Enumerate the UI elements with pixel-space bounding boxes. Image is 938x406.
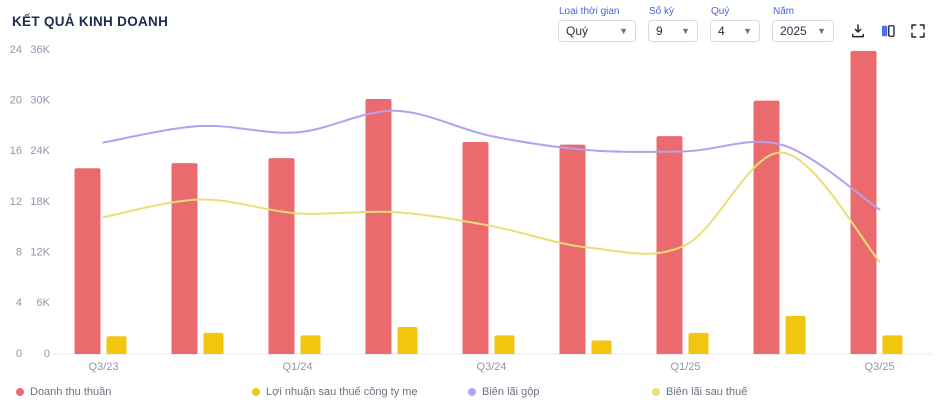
series-bien-lai-gop[interactable] bbox=[102, 109, 881, 211]
chevron-down-icon: ▼ bbox=[681, 26, 690, 36]
quarter-label: Quý bbox=[711, 6, 730, 17]
svg-text:8: 8 bbox=[16, 247, 22, 259]
legend-dot bbox=[468, 388, 476, 396]
chart-area[interactable]: 0 4 8 12 16 20 24 0 6K 12K 18K 24K 30K 36K Q3/23 Q1/24 Q… bbox=[0, 44, 938, 378]
svg-text:30K: 30K bbox=[30, 95, 50, 107]
download-icon bbox=[852, 24, 864, 38]
periods-value: 9 bbox=[656, 24, 663, 38]
legend-label: Biên lãi sau thuế bbox=[666, 386, 748, 398]
compare-table-icon bbox=[882, 25, 895, 37]
control-year: Năm 2025 ▼ bbox=[772, 6, 834, 42]
chevron-down-icon: ▼ bbox=[619, 26, 628, 36]
time-type-label: Loại thời gian bbox=[559, 6, 620, 17]
svg-text:Q1/25: Q1/25 bbox=[671, 361, 701, 373]
legend-label: Biên lãi gộp bbox=[482, 386, 540, 398]
page-title: KẾT QUẢ KINH DOANH bbox=[12, 14, 169, 29]
svg-text:12: 12 bbox=[10, 196, 22, 208]
legend-item-loi-nhuan-sau-thue[interactable]: Lợi nhuận sau thuế công ty mẹ bbox=[252, 386, 468, 398]
legend-dot bbox=[252, 388, 260, 396]
x-axis: Q3/23 Q1/24 Q3/24 Q1/25 Q3/25 bbox=[89, 361, 895, 373]
svg-text:18K: 18K bbox=[30, 196, 50, 208]
chart-header: KẾT QUẢ KINH DOANH Loại thời gian Quý ▼ … bbox=[0, 0, 938, 44]
svg-text:Q3/25: Q3/25 bbox=[865, 361, 895, 373]
legend-dot bbox=[652, 388, 660, 396]
series-doanh-thu-thuan[interactable] bbox=[74, 50, 877, 354]
control-periods: Số kỳ 9 ▼ bbox=[648, 6, 698, 42]
control-quarter: Quý 4 ▼ bbox=[710, 6, 760, 42]
svg-text:24K: 24K bbox=[30, 145, 50, 157]
legend-item-bien-lai-sau-thue[interactable]: Biên lãi sau thuế bbox=[652, 386, 938, 398]
chart-controls: Loại thời gian Quý ▼ Số kỳ 9 ▼ Quý 4 ▼ N… bbox=[558, 6, 930, 43]
legend-label: Doanh thu thuần bbox=[30, 386, 112, 398]
svg-text:36K: 36K bbox=[30, 44, 50, 56]
quarter-value: 4 bbox=[718, 24, 725, 38]
chevron-down-icon: ▼ bbox=[817, 26, 826, 36]
legend-label: Lợi nhuận sau thuế công ty mẹ bbox=[266, 386, 418, 398]
svg-text:20: 20 bbox=[10, 95, 22, 107]
svg-text:4: 4 bbox=[16, 297, 22, 309]
control-time-type: Loại thời gian Quý ▼ bbox=[558, 6, 636, 42]
legend: Doanh thu thuần Lợi nhuận sau thuế công … bbox=[0, 378, 938, 406]
legend-item-doanh-thu-thuan[interactable]: Doanh thu thuần bbox=[16, 386, 252, 398]
year-label: Năm bbox=[773, 6, 795, 17]
compare-button[interactable] bbox=[876, 19, 900, 43]
fullscreen-icon bbox=[911, 24, 925, 38]
svg-text:16: 16 bbox=[10, 145, 22, 157]
svg-text:0: 0 bbox=[16, 348, 22, 360]
y-axes: 0 4 8 12 16 20 24 0 6K 12K 18K 24K 30K 36K bbox=[10, 44, 932, 360]
series-bien-lai-sau-thue[interactable] bbox=[102, 151, 881, 263]
fullscreen-button[interactable] bbox=[906, 19, 930, 43]
svg-text:Q1/24: Q1/24 bbox=[283, 361, 313, 373]
time-type-value: Quý bbox=[566, 24, 589, 38]
legend-dot bbox=[16, 388, 24, 396]
svg-text:Q3/24: Q3/24 bbox=[477, 361, 507, 373]
periods-select[interactable]: 9 ▼ bbox=[648, 20, 698, 42]
year-select[interactable]: 2025 ▼ bbox=[772, 20, 834, 42]
svg-text:Q3/23: Q3/23 bbox=[89, 361, 119, 373]
svg-text:6K: 6K bbox=[37, 297, 51, 309]
time-type-select[interactable]: Quý ▼ bbox=[558, 20, 636, 42]
svg-text:0: 0 bbox=[44, 348, 50, 360]
toolbar-icons bbox=[846, 19, 930, 43]
chevron-down-icon: ▼ bbox=[743, 26, 752, 36]
download-button[interactable] bbox=[846, 19, 870, 43]
svg-text:24: 24 bbox=[10, 44, 22, 56]
periods-label: Số kỳ bbox=[649, 6, 675, 17]
svg-text:12K: 12K bbox=[30, 247, 50, 259]
legend-item-bien-lai-gop[interactable]: Biên lãi gộp bbox=[468, 386, 652, 398]
quarter-select[interactable]: 4 ▼ bbox=[710, 20, 760, 42]
series-loi-nhuan-sau-thue-cong-ty-me[interactable] bbox=[106, 316, 903, 354]
year-value: 2025 bbox=[780, 24, 807, 38]
